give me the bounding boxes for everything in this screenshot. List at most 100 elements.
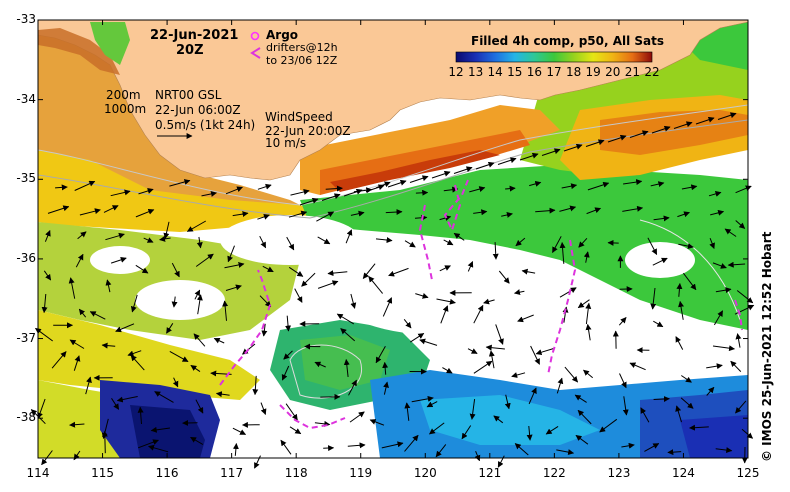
current-arrow bbox=[501, 212, 513, 218]
current-arrow bbox=[735, 220, 746, 229]
contour-east bbox=[639, 219, 741, 321]
current-arrow bbox=[150, 426, 170, 433]
current-arrow bbox=[51, 351, 67, 369]
current-arrow bbox=[587, 181, 610, 191]
current-arrow bbox=[415, 293, 429, 299]
current-arrow bbox=[232, 211, 249, 218]
current-arrow bbox=[225, 284, 242, 291]
current-arrow bbox=[301, 272, 316, 287]
current-arrow bbox=[232, 427, 247, 435]
current-arrow bbox=[257, 214, 270, 220]
current-arrow bbox=[650, 181, 665, 188]
plot-frame bbox=[37, 19, 749, 459]
current-arrow bbox=[710, 209, 725, 216]
current-arrow bbox=[213, 337, 225, 344]
shelf-current-arrow bbox=[585, 139, 605, 147]
colorbar-tick-label: 22 bbox=[644, 65, 660, 79]
current-arrow bbox=[289, 426, 302, 435]
current-arrow bbox=[683, 272, 697, 291]
current-arrow bbox=[653, 395, 670, 402]
colorbar-tick-label: 16 bbox=[526, 65, 543, 79]
current-arrow bbox=[511, 372, 526, 378]
argo-label: Argo bbox=[266, 28, 299, 42]
current-arrow bbox=[130, 294, 138, 313]
current-arrow bbox=[529, 180, 542, 187]
current-arrow bbox=[252, 375, 259, 396]
current-arrow bbox=[715, 287, 732, 294]
contour-200m bbox=[37, 104, 749, 206]
current-arrow bbox=[495, 324, 504, 345]
map-hour: 20Z bbox=[176, 43, 204, 58]
current-arrow bbox=[712, 345, 735, 352]
current-arrow bbox=[369, 419, 385, 426]
current-arrow bbox=[116, 396, 138, 403]
current-arrow bbox=[195, 399, 204, 414]
current-arrow bbox=[110, 189, 131, 197]
shelf-current-arrow bbox=[387, 179, 407, 188]
current-arrow bbox=[285, 315, 292, 332]
current-arrow bbox=[257, 183, 272, 190]
current-arrow bbox=[653, 320, 664, 328]
current-arrow bbox=[225, 186, 243, 195]
argo-symbol-icon bbox=[250, 31, 260, 41]
current-arrow bbox=[69, 421, 85, 428]
current-arrow bbox=[678, 243, 694, 250]
drifters-label: drifters@12h bbox=[266, 41, 338, 54]
drifter-track-3 bbox=[418, 204, 433, 281]
y-tick-label: -34 bbox=[16, 91, 36, 106]
current-arrow bbox=[317, 280, 339, 289]
current-arrow bbox=[712, 262, 727, 269]
sst-field bbox=[38, 20, 748, 458]
current-arrow bbox=[222, 300, 229, 321]
drifter-track-4 bbox=[443, 179, 469, 233]
current-arrow bbox=[288, 266, 304, 277]
current-arrow bbox=[736, 290, 754, 304]
currents-time: 22-Jun 06:00Z bbox=[155, 103, 241, 117]
current-arrow bbox=[281, 365, 290, 381]
currents-scale: 0.5m/s (1kt 24h) bbox=[155, 118, 256, 132]
current-arrow bbox=[552, 236, 562, 254]
current-arrow bbox=[382, 297, 393, 317]
current-arrow bbox=[453, 232, 465, 241]
current-arrow bbox=[586, 207, 602, 215]
shelf-current-arrow bbox=[409, 175, 429, 183]
current-arrow bbox=[419, 338, 438, 346]
x-tick-label: 119 bbox=[349, 466, 373, 480]
current-arrow bbox=[143, 237, 154, 243]
current-arrow bbox=[483, 298, 495, 305]
current-arrow bbox=[644, 443, 660, 452]
shelf-current-arrow bbox=[299, 197, 319, 206]
current-arrow bbox=[288, 210, 308, 218]
current-arrow bbox=[556, 449, 575, 456]
current-arrow bbox=[556, 377, 564, 394]
current-arrow bbox=[622, 396, 629, 416]
current-arrow bbox=[467, 348, 478, 354]
drifter-tracks bbox=[219, 179, 743, 430]
current-arrows bbox=[30, 112, 755, 469]
current-arrow bbox=[340, 328, 356, 342]
current-arrow bbox=[713, 310, 724, 326]
current-arrow bbox=[47, 205, 70, 214]
current-arrow bbox=[105, 279, 112, 293]
current-arrow bbox=[345, 229, 353, 244]
current-arrow bbox=[411, 395, 434, 403]
current-arrow bbox=[79, 208, 101, 216]
current-arrow bbox=[388, 267, 409, 277]
current-arrow bbox=[261, 323, 268, 337]
coastal-green-patch bbox=[90, 22, 130, 65]
current-arrow bbox=[618, 317, 627, 326]
colorbar-title: Filled 4h comp, p50, All Sats bbox=[471, 34, 665, 48]
current-arrow bbox=[343, 359, 350, 377]
current-arrow bbox=[678, 300, 684, 320]
current-arrow bbox=[130, 354, 145, 371]
current-arrow bbox=[280, 439, 292, 455]
current-arrow bbox=[404, 402, 411, 421]
current-arrow bbox=[172, 377, 179, 388]
drifter-track-6 bbox=[734, 299, 743, 331]
current-arrow bbox=[439, 215, 452, 221]
shelf-current-arrow bbox=[541, 148, 561, 156]
current-arrow bbox=[154, 391, 174, 403]
current-arrow bbox=[77, 231, 87, 240]
current-arrow bbox=[103, 205, 119, 213]
current-arrow bbox=[429, 422, 445, 435]
